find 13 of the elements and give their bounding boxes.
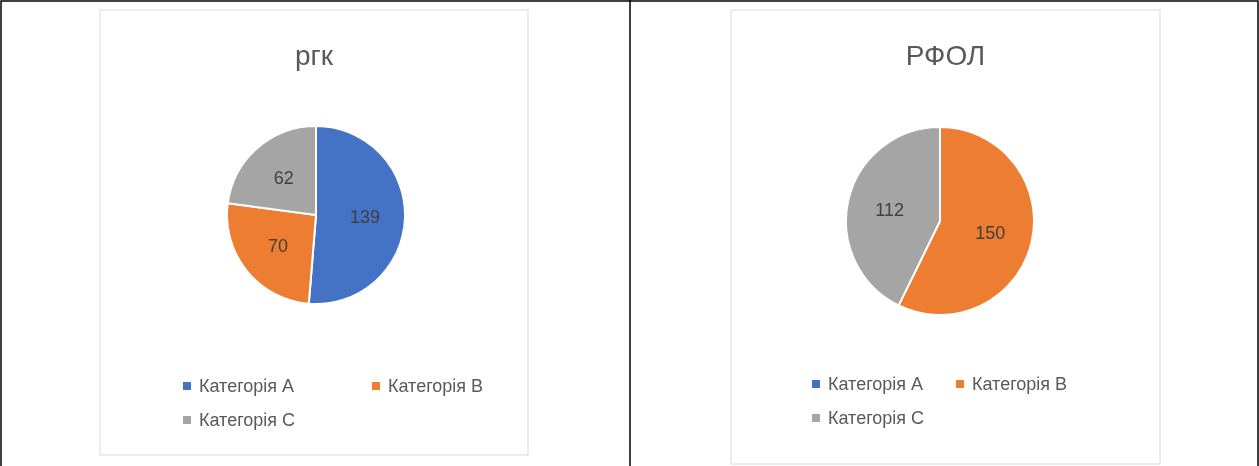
legend-label: Категорія B — [388, 376, 484, 397]
data-label: 112 — [875, 199, 904, 220]
legend-label: Категорія C — [199, 410, 296, 431]
legend-label: Категорія B — [972, 374, 1068, 395]
legend-label: Категорія A — [199, 376, 295, 397]
data-label: 139 — [349, 207, 380, 228]
chart-title: ргк — [294, 40, 334, 71]
data-label: 62 — [273, 168, 294, 189]
legend-label: Категорія A — [828, 374, 924, 395]
data-label: 150 — [975, 222, 1006, 243]
chart-title: РФОЛ — [905, 40, 986, 71]
legend-label: Категорія C — [828, 408, 925, 429]
data-label: 70 — [267, 236, 288, 257]
